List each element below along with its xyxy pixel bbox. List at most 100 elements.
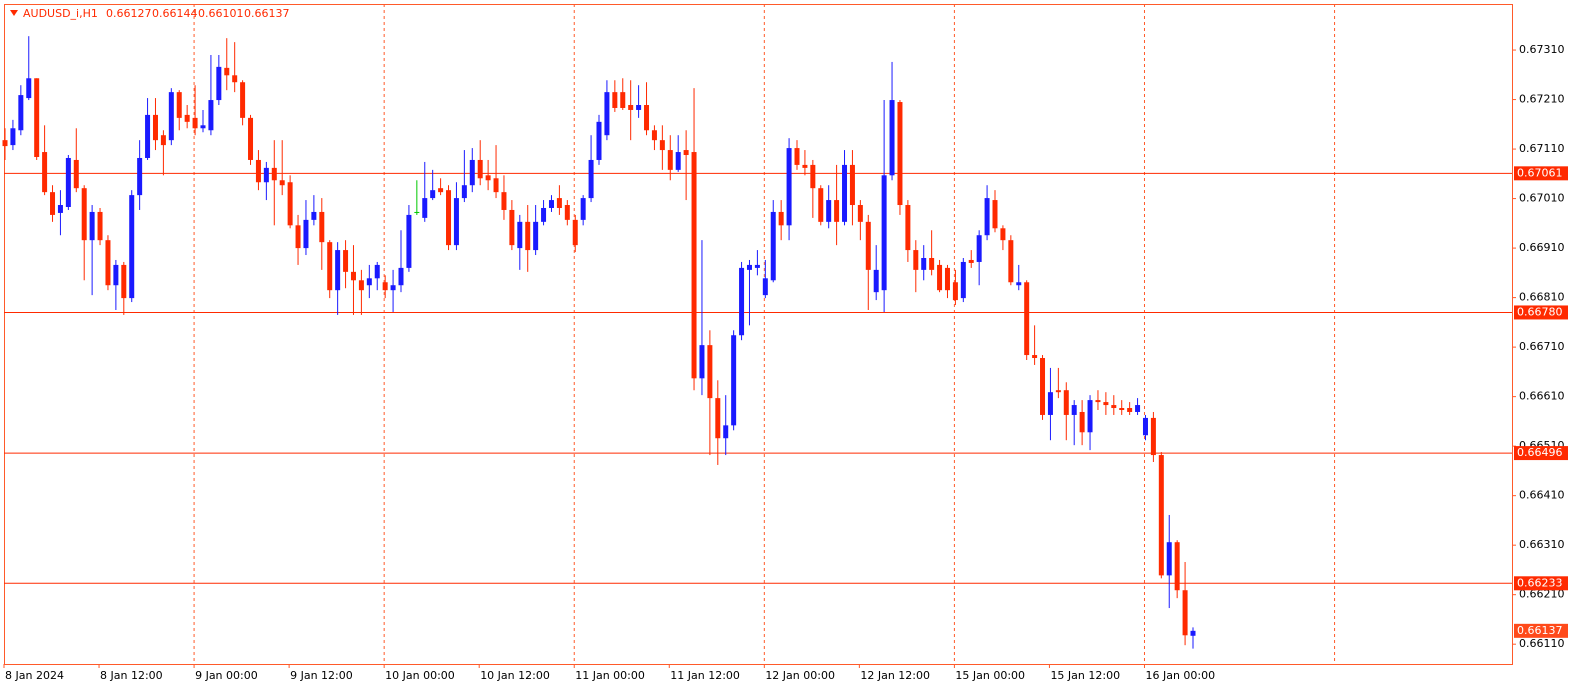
- candle-body: [905, 205, 911, 251]
- candle-body: [1127, 408, 1133, 412]
- candle-body: [192, 117, 198, 129]
- candle-body: [485, 175, 491, 181]
- candle-body: [1047, 392, 1053, 415]
- candle-body: [849, 164, 855, 206]
- candle-body: [1158, 455, 1164, 576]
- candle-body: [889, 100, 895, 176]
- y-tick-label: 0.67210: [1519, 93, 1565, 106]
- candle-body: [1095, 400, 1101, 403]
- x-tick-label: 16 Jan 00:00: [1145, 669, 1215, 682]
- candle-body: [137, 157, 143, 196]
- candle-body: [952, 282, 958, 301]
- candle-body: [984, 198, 990, 236]
- candle-body: [1119, 408, 1125, 411]
- x-tick-label: 8 Jan 2024: [5, 669, 64, 682]
- x-tick-label: 12 Jan 00:00: [765, 669, 835, 682]
- candle-body: [699, 345, 705, 379]
- candle-body: [152, 114, 158, 141]
- candle-body: [644, 105, 650, 131]
- candle-body: [1111, 405, 1117, 409]
- candle-body: [446, 190, 452, 246]
- candle-body: [184, 114, 190, 122]
- candle-body: [1150, 417, 1156, 456]
- candle-body: [556, 198, 562, 208]
- candle-body: [596, 121, 602, 160]
- candle-body: [89, 211, 95, 241]
- close-value: 0.66137: [244, 7, 290, 20]
- candle-body: [295, 225, 301, 249]
- candle-body: [913, 250, 919, 270]
- price-label-box: [1514, 623, 1568, 638]
- candle-body: [976, 235, 982, 262]
- candle-body: [810, 164, 816, 189]
- candle-body: [224, 67, 230, 76]
- candle-body: [168, 92, 174, 141]
- candle-body: [842, 164, 848, 222]
- candle-body: [1142, 417, 1148, 436]
- candle-body: [1166, 542, 1172, 576]
- candle-body: [731, 335, 737, 426]
- candle-body: [1063, 390, 1069, 415]
- candle-body: [517, 221, 523, 249]
- candle-body: [564, 205, 570, 220]
- price-label: 0.66137: [1517, 624, 1563, 637]
- candle-body: [802, 164, 808, 168]
- candle-body: [541, 207, 547, 222]
- candle-body: [921, 257, 927, 270]
- open-value: 0.66127: [106, 7, 152, 20]
- candle-body: [707, 345, 713, 399]
- candle-body: [414, 211, 420, 213]
- candle-body: [754, 264, 760, 268]
- candle-body: [1016, 282, 1022, 286]
- candle-body: [200, 125, 206, 129]
- candle-body: [335, 250, 341, 291]
- level-label: 0.67061: [1517, 166, 1563, 179]
- candle-body: [1040, 358, 1046, 415]
- candle-body: [1182, 590, 1188, 636]
- candle-body: [992, 200, 998, 229]
- y-tick-label: 0.66810: [1519, 291, 1565, 304]
- candle-body: [746, 264, 752, 270]
- candle-body: [287, 182, 293, 226]
- level-label-box: [1514, 576, 1568, 591]
- y-tick-label: 0.67110: [1519, 142, 1565, 155]
- candle-body: [438, 188, 444, 193]
- candle-body: [57, 205, 63, 213]
- y-tick-label: 0.66110: [1519, 637, 1565, 650]
- candle-body: [398, 267, 404, 286]
- candle-body: [620, 92, 626, 108]
- candle-body: [509, 209, 515, 246]
- candle-body: [857, 205, 863, 222]
- candle-body: [604, 92, 610, 136]
- candle-body: [1079, 411, 1085, 433]
- candle-body: [176, 92, 182, 118]
- candle-body: [762, 278, 768, 296]
- candle-body: [42, 152, 48, 193]
- level-label-box: [1514, 166, 1568, 181]
- candle-body: [548, 200, 554, 208]
- candle-body: [865, 221, 871, 270]
- candle-body: [97, 211, 103, 241]
- candle-body: [659, 140, 665, 151]
- candle-body: [786, 148, 792, 226]
- candle-body: [667, 150, 673, 170]
- candle-body: [271, 167, 277, 181]
- x-tick-label: 15 Jan 12:00: [1050, 669, 1120, 682]
- x-tick-label: 10 Jan 12:00: [480, 669, 550, 682]
- candle-body: [493, 178, 499, 193]
- plot-frame: [4, 4, 1513, 665]
- candle-body: [1190, 630, 1196, 636]
- candle-body: [26, 78, 32, 99]
- candle-body: [1055, 390, 1061, 393]
- candle-body: [469, 159, 475, 186]
- candle-body: [675, 152, 681, 170]
- candle-body: [50, 192, 56, 215]
- x-tick-label: 11 Jan 12:00: [670, 669, 740, 682]
- candle-body: [366, 278, 372, 286]
- candle-body: [374, 264, 380, 279]
- candle-body: [461, 185, 467, 199]
- menu-triangle[interactable]: [10, 10, 18, 16]
- candle-body: [525, 221, 531, 251]
- candle-body: [1024, 282, 1030, 356]
